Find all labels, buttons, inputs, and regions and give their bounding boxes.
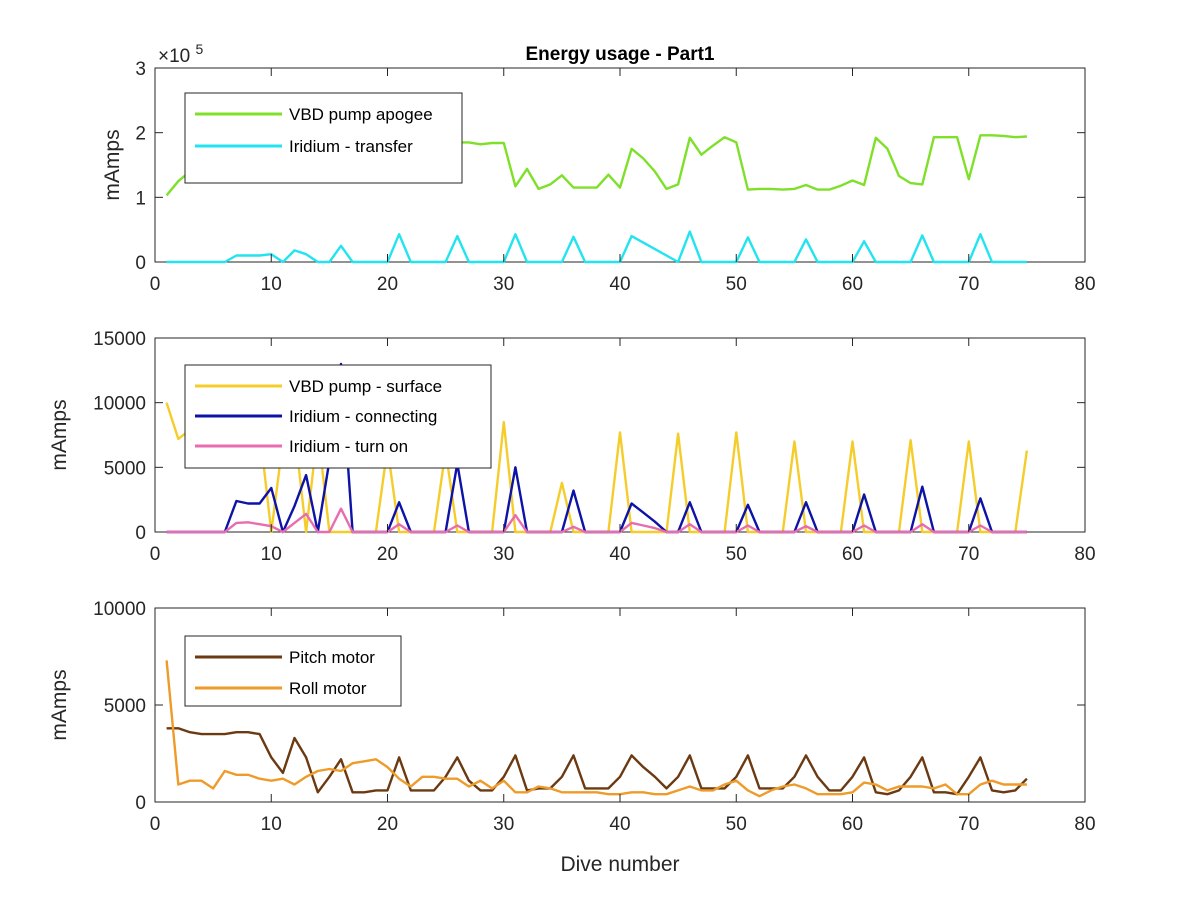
subplot-top: 0 10 20 30 40 50 60 70 80 0 1 2 3 Energy usage - Par… bbox=[101, 41, 1096, 295]
y-axis-label: mAmps bbox=[101, 129, 124, 200]
y-tick-label: 5000 bbox=[104, 696, 146, 717]
series-line-iridium-turn-on bbox=[166, 507, 1027, 534]
x-tick-label: 80 bbox=[1074, 814, 1095, 835]
y-tick-label: 10000 bbox=[93, 599, 146, 620]
y-axis-label: mAmps bbox=[48, 399, 71, 470]
legend-label: Iridium - transfer bbox=[289, 137, 413, 156]
x-axis-label: Dive number bbox=[560, 853, 679, 876]
x-tick-label: 50 bbox=[726, 544, 747, 565]
y-tick-label: 0 bbox=[135, 793, 146, 814]
legend: VBD pump apogee Iridium - transfer bbox=[184, 92, 463, 184]
y-tick-label: 0 bbox=[135, 253, 146, 274]
subplot-middle: 0 10 20 30 40 50 60 70 80 0 5000 10000 15000 mAmps V… bbox=[48, 329, 1096, 565]
legend-box bbox=[184, 92, 463, 184]
y-tick-label: 2 bbox=[135, 124, 146, 145]
x-tick-label: 10 bbox=[261, 814, 282, 835]
series-lines bbox=[165, 362, 1029, 534]
legend-label: Roll motor bbox=[289, 679, 367, 698]
x-tick-label: 10 bbox=[261, 274, 282, 295]
x-tick-label: 80 bbox=[1074, 544, 1095, 565]
legend-label: Pitch motor bbox=[289, 648, 375, 667]
y-tick-label: 10000 bbox=[93, 394, 146, 415]
x-tick-label: 60 bbox=[842, 274, 863, 295]
y-tick-label: 15000 bbox=[93, 329, 146, 350]
x-tick-label: 50 bbox=[726, 274, 747, 295]
y-axis-label: mAmps bbox=[48, 669, 71, 740]
exponent-base: ×10 bbox=[158, 46, 190, 67]
x-tick-label: 40 bbox=[609, 814, 630, 835]
y-tick-label: 3 bbox=[135, 59, 146, 80]
x-tick-label: 70 bbox=[958, 814, 979, 835]
axis-ticks: 0 10 20 30 40 50 60 70 80 0 5000 10000 bbox=[93, 599, 1095, 835]
subplot-bottom: 0 10 20 30 40 50 60 70 80 0 5000 10000 mAmps Dive n… bbox=[48, 599, 1096, 876]
x-tick-label: 30 bbox=[493, 274, 514, 295]
x-tick-label: 0 bbox=[150, 814, 161, 835]
series-line-pitch-motor bbox=[166, 727, 1028, 796]
x-tick-label: 60 bbox=[842, 814, 863, 835]
x-tick-label: 70 bbox=[958, 544, 979, 565]
x-tick-label: 80 bbox=[1074, 274, 1095, 295]
x-tick-label: 0 bbox=[150, 274, 161, 295]
legend-label: VBD pump apogee bbox=[289, 105, 433, 124]
y-tick-label: 1 bbox=[135, 188, 146, 209]
x-tick-label: 20 bbox=[377, 814, 398, 835]
x-tick-label: 20 bbox=[377, 274, 398, 295]
x-tick-label: 40 bbox=[609, 274, 630, 295]
legend: VBD pump - surface Iridium - connecting Ir… bbox=[184, 364, 492, 469]
axis-ticks: 0 10 20 30 40 50 60 70 80 0 1 2 3 bbox=[135, 59, 1095, 295]
y-tick-label: 0 bbox=[135, 523, 146, 544]
series-lines bbox=[165, 660, 1028, 798]
y-axis-exponent: ×10 5 bbox=[158, 41, 204, 67]
x-tick-label: 20 bbox=[377, 544, 398, 565]
legend-label: Iridium - connecting bbox=[289, 407, 437, 426]
x-tick-label: 70 bbox=[958, 274, 979, 295]
x-tick-label: 50 bbox=[726, 814, 747, 835]
y-tick-label: 5000 bbox=[104, 458, 146, 479]
x-tick-label: 60 bbox=[842, 544, 863, 565]
x-tick-label: 30 bbox=[493, 814, 514, 835]
x-tick-label: 0 bbox=[150, 544, 161, 565]
legend: Pitch motor Roll motor bbox=[184, 635, 402, 707]
legend-label: Iridium - turn on bbox=[289, 437, 408, 456]
chart-title: Energy usage - Part1 bbox=[525, 44, 714, 65]
x-tick-label: 30 bbox=[493, 544, 514, 565]
legend-label: VBD pump - surface bbox=[289, 377, 442, 396]
legend-box bbox=[184, 635, 402, 707]
series-line-roll-motor bbox=[165, 660, 1027, 798]
exponent-power: 5 bbox=[196, 41, 204, 57]
series-line-iridium-transfer bbox=[166, 230, 1027, 264]
x-tick-label: 40 bbox=[609, 544, 630, 565]
axis-ticks: 0 10 20 30 40 50 60 70 80 0 5000 10000 15000 bbox=[93, 329, 1095, 565]
x-tick-label: 10 bbox=[261, 544, 282, 565]
